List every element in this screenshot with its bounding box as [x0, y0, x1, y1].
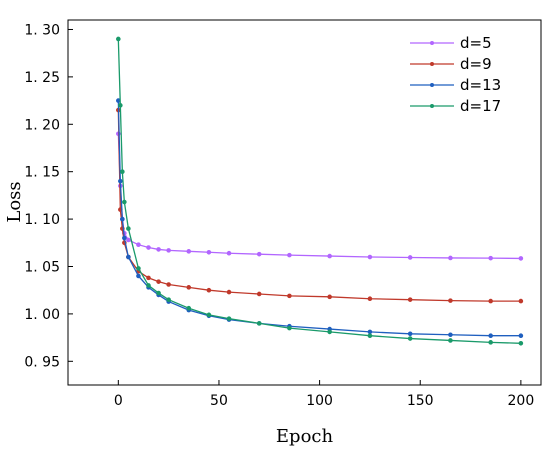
data-point [488, 298, 493, 304]
data-point [518, 256, 524, 261]
data-point [126, 237, 131, 243]
legend-marker [430, 104, 434, 108]
series-line [117, 100, 521, 337]
data-point [448, 332, 453, 338]
y-axis-title: Loss [4, 181, 25, 222]
data-point [146, 283, 151, 288]
data-point [327, 329, 332, 335]
data-point [518, 298, 524, 304]
data-point [448, 298, 453, 303]
legend-marker [430, 62, 434, 66]
y-tick-label: 0. 95 [24, 354, 60, 370]
data-point [166, 248, 171, 253]
y-tick-label: 1. 00 [24, 307, 60, 323]
data-point [206, 249, 212, 255]
series-line [117, 110, 521, 302]
y-axis: 0. 95 1. 00 1. 05 1. 10 1. 15 1. 20 1. 25 1. 30 [24, 22, 73, 370]
y-tick-label: 1. 30 [24, 22, 60, 38]
x-axis-title: Epoch [276, 426, 334, 447]
data-point [156, 290, 161, 296]
x-tick-label: 50 [210, 393, 228, 409]
data-point [156, 247, 161, 252]
data-point [256, 321, 262, 326]
y-tick-label: 1. 20 [24, 117, 60, 133]
data-point [156, 279, 161, 284]
data-point [206, 287, 212, 293]
series-d=5 [116, 131, 524, 261]
data-point [146, 275, 151, 281]
data-point [518, 340, 524, 346]
data-point [407, 297, 413, 302]
series-line [117, 133, 521, 260]
data-point [327, 253, 332, 259]
legend-label: d=5 [460, 34, 492, 52]
x-tick-label: 0 [114, 393, 123, 409]
data-point [122, 199, 127, 205]
data-point [136, 273, 141, 279]
y-tick-label: 1. 05 [24, 259, 60, 275]
data-point [186, 305, 192, 311]
series-d=9 [116, 107, 524, 304]
data-point [226, 316, 232, 321]
x-tick-label: 150 [407, 393, 434, 409]
data-point [256, 291, 262, 297]
y-tick-label: 1. 15 [24, 165, 60, 181]
series-line [117, 38, 521, 344]
data-point [287, 325, 292, 331]
legend-marker [430, 83, 434, 87]
x-tick-label: 100 [306, 393, 333, 409]
data-point [120, 169, 125, 174]
legend-label: d=17 [460, 97, 501, 115]
y-tick-label: 1. 10 [24, 212, 60, 228]
data-point [136, 242, 141, 247]
data-point [186, 249, 192, 254]
data-point [186, 285, 192, 290]
x-axis: 0 50 100 150 200 [114, 380, 534, 409]
data-point [256, 251, 262, 257]
data-point [407, 255, 413, 260]
data-point [126, 254, 131, 260]
data-point [518, 333, 524, 339]
x-tick-label: 200 [508, 393, 535, 409]
data-point [287, 252, 292, 258]
data-point [166, 297, 171, 302]
legend-label: d=13 [460, 76, 501, 94]
data-point [122, 235, 127, 241]
data-point [488, 340, 493, 345]
data-point [327, 294, 332, 300]
data-point [226, 250, 232, 256]
data-point [287, 293, 292, 299]
data-point [448, 338, 453, 343]
data-point [120, 216, 125, 222]
data-point [488, 255, 493, 261]
data-point [407, 336, 413, 341]
data-point [126, 226, 131, 231]
data-point [146, 245, 151, 250]
data-point [118, 103, 123, 108]
data-point [448, 255, 453, 261]
y-tick-label: 1. 25 [24, 70, 60, 86]
data-point [367, 329, 373, 335]
data-point [206, 312, 212, 318]
data-point [226, 289, 232, 295]
data-point [118, 178, 123, 184]
data-point [367, 254, 373, 260]
legend-label: d=9 [460, 55, 492, 73]
data-point [367, 333, 373, 339]
data-point [367, 296, 373, 302]
data-point [116, 36, 121, 42]
series-d=13 [116, 98, 524, 339]
data-point [136, 266, 141, 271]
data-point [488, 333, 493, 339]
legend-marker [430, 41, 434, 45]
series-d=17 [116, 36, 524, 346]
legend: d=5 d=9 d=13 d=17 [410, 34, 501, 115]
series-layer [116, 36, 524, 346]
plot-frame [67, 19, 542, 386]
data-point [407, 331, 413, 337]
data-point [166, 282, 171, 287]
